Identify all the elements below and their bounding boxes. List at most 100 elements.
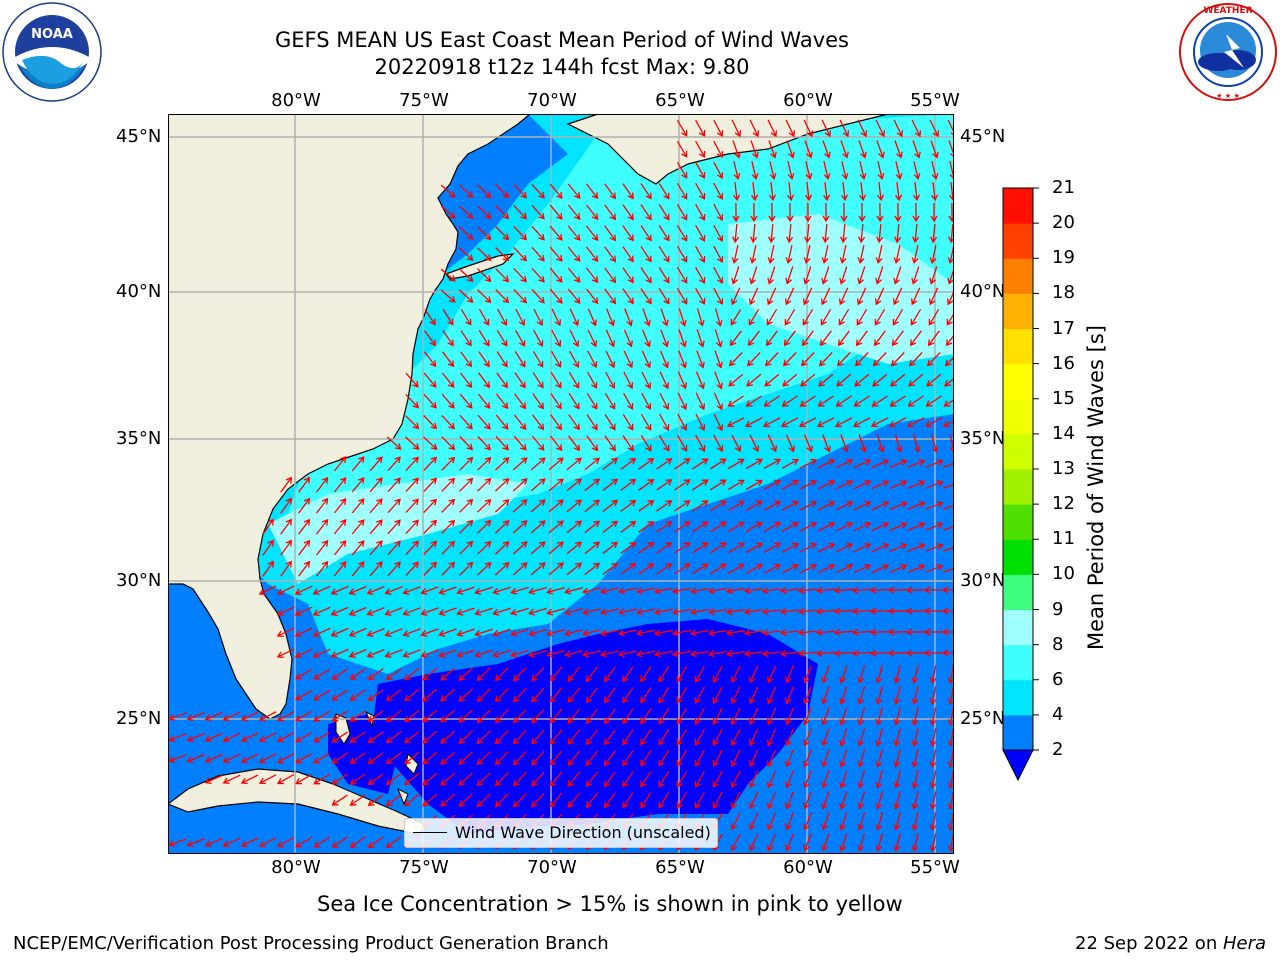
wind-arrow xyxy=(839,119,850,138)
wind-arrow xyxy=(817,479,836,490)
wind-arrow xyxy=(204,774,223,784)
wind-arrow xyxy=(496,372,508,389)
wind-arrow xyxy=(692,542,709,554)
wind-arrow xyxy=(892,287,903,306)
wind-arrow xyxy=(873,330,886,347)
wind-arrow xyxy=(785,749,795,768)
wind-arrow xyxy=(713,287,724,306)
wind-arrow xyxy=(530,478,546,492)
wind-arrow xyxy=(584,520,601,534)
wind-arrow xyxy=(333,540,347,556)
wind-arrow xyxy=(889,395,906,407)
wind-arrow xyxy=(835,500,854,511)
wind-arrow xyxy=(835,458,854,469)
wind-arrow xyxy=(298,518,311,535)
wind-arrow xyxy=(745,479,763,491)
wind-arrow xyxy=(855,330,868,347)
wind-arrow xyxy=(387,519,401,535)
wind-arrow xyxy=(857,266,866,285)
wind-arrow xyxy=(622,288,634,305)
lon-label-top-75w: 75°W xyxy=(399,90,449,111)
wind-arrow xyxy=(779,649,799,657)
wind-arrow xyxy=(726,417,745,428)
wind-arrow xyxy=(840,223,848,244)
wind-arrow xyxy=(871,395,888,407)
wind-arrow xyxy=(240,837,259,848)
wind-arrow xyxy=(385,731,402,744)
wind-arrow xyxy=(494,541,510,555)
wind-arrow xyxy=(494,520,510,534)
wind-arrow xyxy=(548,562,564,576)
wind-arrow xyxy=(818,373,834,387)
wind-arrow xyxy=(641,329,651,348)
wind-arrow xyxy=(689,650,710,658)
wind-arrow xyxy=(280,539,293,556)
wind-arrow xyxy=(713,413,724,432)
wind-arrow xyxy=(821,665,830,684)
wind-arrow xyxy=(620,499,637,512)
wind-arrow xyxy=(839,728,848,747)
wind-arrow xyxy=(330,585,349,595)
wind-arrow xyxy=(280,560,293,577)
wind-arrow xyxy=(925,501,944,510)
wind-arrow xyxy=(799,521,818,532)
wind-arrow xyxy=(945,334,954,347)
wind-arrow xyxy=(799,479,818,490)
wind-arrow xyxy=(785,728,795,747)
wind-arrow xyxy=(315,476,329,493)
wind-arrow xyxy=(748,686,759,705)
wind-arrow xyxy=(910,287,921,306)
wind-arrow xyxy=(694,728,705,746)
wind-arrow xyxy=(441,498,456,513)
colorbar-segment xyxy=(1003,644,1033,681)
wind-arrow xyxy=(531,225,545,241)
wind-arrow xyxy=(405,415,420,430)
wind-arrow xyxy=(729,330,742,347)
wind-arrow xyxy=(531,267,545,283)
wind-arrow xyxy=(730,770,741,789)
wind-arrow xyxy=(929,665,937,685)
wind-arrow xyxy=(587,329,598,348)
wind-arrow xyxy=(817,500,836,511)
wind-arrow xyxy=(599,629,619,637)
wind-arrow xyxy=(923,607,944,615)
wind-arrow xyxy=(676,728,688,746)
wind-arrow xyxy=(531,792,545,808)
wind-arrow xyxy=(458,793,474,807)
wind-arrow xyxy=(835,479,854,490)
wind-arrow xyxy=(785,770,795,789)
wind-arrow xyxy=(799,395,816,407)
nws-logo-icon: WEATHER ★ ★ ★ xyxy=(1178,2,1278,102)
wind-arrow xyxy=(533,308,544,327)
wind-arrow xyxy=(803,812,812,831)
wind-arrow xyxy=(550,372,562,389)
wind-arrow xyxy=(695,266,706,284)
wind-arrow xyxy=(512,499,528,513)
wind-arrow xyxy=(280,497,293,514)
wind-arrow xyxy=(872,373,888,387)
wind-arrow xyxy=(313,668,331,680)
wind-arrow xyxy=(313,710,331,722)
wind-arrow xyxy=(731,245,739,265)
wind-arrow xyxy=(405,519,419,535)
wind-arrow xyxy=(658,246,670,263)
wind-arrow xyxy=(857,728,866,747)
wind-arrow xyxy=(532,350,544,368)
wind-arrow xyxy=(727,479,745,491)
wind-arrow xyxy=(476,730,491,745)
wind-arrow xyxy=(566,541,582,555)
wind-arrow xyxy=(531,771,545,787)
wind-arrow xyxy=(476,688,491,703)
wind-arrow xyxy=(710,500,727,512)
wind-arrow xyxy=(602,562,619,576)
wind-arrow xyxy=(387,540,401,556)
wind-arrow xyxy=(748,812,759,831)
wind-arrow xyxy=(712,749,723,768)
wind-arrow xyxy=(298,476,311,493)
wind-arrow xyxy=(512,562,528,576)
wind-arrow xyxy=(641,392,652,411)
wind-arrow xyxy=(438,649,457,658)
wind-arrow xyxy=(875,749,884,768)
wind-arrow xyxy=(941,649,954,657)
lon-label-top-55w: 55°W xyxy=(910,90,960,111)
